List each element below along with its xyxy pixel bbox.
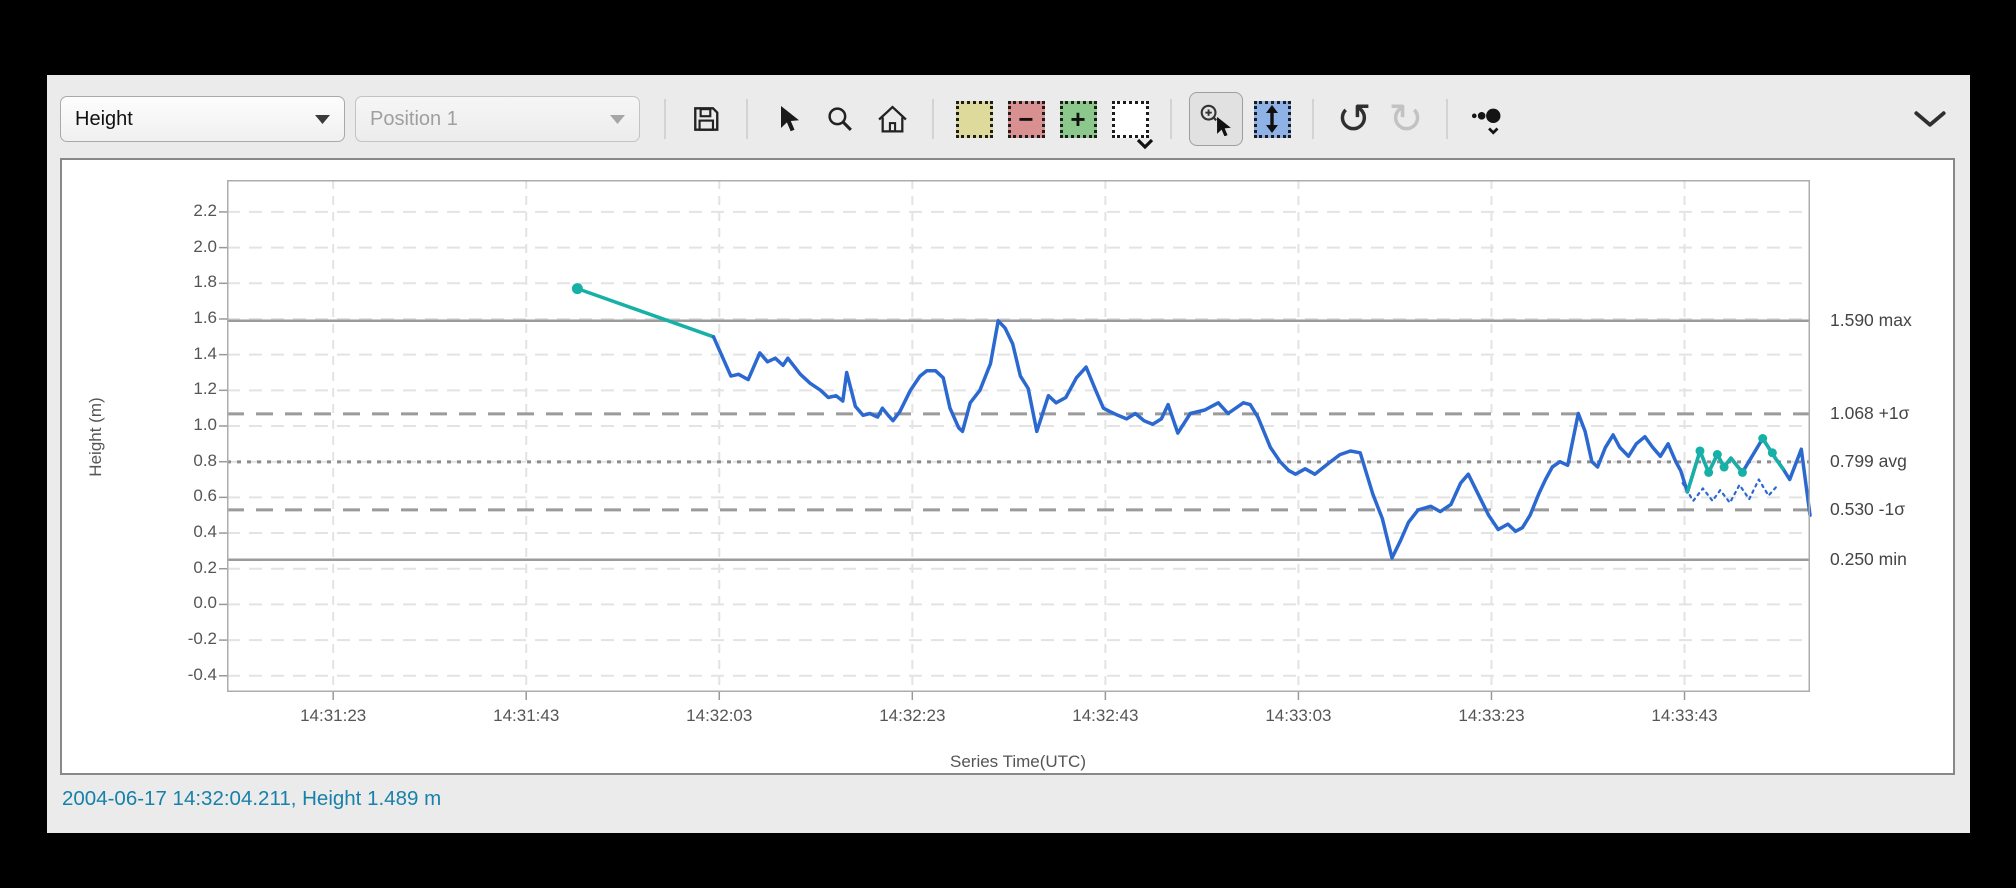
- vertical-arrows-icon: [1266, 105, 1278, 133]
- x-tick-label: 14:31:23: [300, 706, 367, 725]
- chevron-down-icon: [315, 114, 330, 124]
- series-select[interactable]: Height: [60, 96, 345, 142]
- chevron-down-icon: [1136, 138, 1153, 149]
- y-tick-label: 0.2: [193, 557, 217, 577]
- stat-label: 0.799 avg: [1830, 450, 1907, 471]
- plot-area[interactable]: [219, 180, 1812, 700]
- stat-label: 1.068 +1σ: [1830, 402, 1910, 423]
- y-axis-title: Height (m): [86, 397, 105, 477]
- region-add-button[interactable]: +: [1055, 94, 1101, 144]
- toolbar-separator: [1312, 99, 1314, 139]
- red-region-minus-icon: −: [1007, 100, 1045, 138]
- stat-label: 0.530 -1σ: [1830, 498, 1906, 519]
- toolbar-separator: [664, 99, 666, 139]
- region-menu-button[interactable]: [1107, 94, 1153, 149]
- region-dropdown-icon: [1111, 100, 1153, 149]
- home-button[interactable]: [869, 94, 915, 144]
- region-highlight-button[interactable]: [951, 94, 997, 144]
- floppy-disk-icon: [694, 107, 719, 131]
- stat-label: 0.250 min: [1830, 548, 1907, 569]
- toolbar: Height Position 1: [60, 92, 1956, 149]
- point-density-button[interactable]: [1465, 94, 1511, 144]
- redo-button: ↻: [1383, 94, 1429, 144]
- cursor-icon: [781, 106, 799, 132]
- stat-label: 1.590 max: [1830, 309, 1912, 330]
- magnifier-icon: [827, 106, 852, 131]
- collapse-toolbar-button[interactable]: [1907, 94, 1953, 144]
- y-tick-label: -0.4: [187, 664, 217, 684]
- vertical-range-icon: [1253, 100, 1291, 138]
- toolbar-separator: [932, 99, 934, 139]
- y-tick-label: 2.2: [193, 200, 217, 220]
- redo-icon: ↻: [1388, 95, 1424, 142]
- x-tick-label: 14:31:43: [493, 706, 560, 725]
- save-button[interactable]: [683, 94, 729, 144]
- y-tick-label: 1.0: [193, 415, 217, 434]
- y-tick-label: 0.8: [193, 450, 217, 470]
- home-icon: [877, 105, 907, 133]
- toolbar-separator: [746, 99, 748, 139]
- chevron-down-icon: [1914, 110, 1946, 127]
- undo-button[interactable]: ↺: [1331, 94, 1377, 144]
- y-tick-label: 1.8: [193, 272, 217, 292]
- x-tick-label: 14:33:23: [1458, 706, 1525, 725]
- x-tick-label: 14:32:23: [879, 706, 946, 725]
- green-region-plus-icon: +: [1059, 100, 1097, 138]
- y-tick-label: 0.6: [193, 486, 217, 506]
- y-tick-label: 0.0: [193, 593, 217, 613]
- x-tick-label: 14:32:03: [686, 706, 753, 725]
- app-window: Height Position 1: [47, 75, 1970, 833]
- chevron-down-icon: [610, 114, 625, 124]
- yellow-region-icon: [955, 100, 993, 138]
- y-axis-zoom-button[interactable]: [1249, 94, 1295, 144]
- plus-glyph: +: [1070, 104, 1086, 134]
- position-select: Position 1: [355, 96, 640, 142]
- dots-menu-icon: [1471, 108, 1501, 135]
- chart-panel: Height (m) Series Time(UTC) 2.2 2.0 1.8 1.6…: [60, 158, 1955, 775]
- status-bar: 2004-06-17 14:32:04.211, Height 1.489 m: [62, 787, 441, 811]
- zoom-select-button[interactable]: [1189, 92, 1243, 146]
- region-remove-button[interactable]: −: [1003, 94, 1049, 144]
- x-tick-label: 14:33:43: [1651, 706, 1718, 725]
- y-tick-label: -0.2: [187, 629, 217, 649]
- x-axis-title: Series Time(UTC): [949, 752, 1086, 771]
- position-select-value: Position 1: [370, 107, 458, 130]
- y-tick-label: 1.2: [193, 379, 217, 399]
- cursor-readout: 2004-06-17 14:32:04.211, Height 1.489 m: [62, 787, 442, 810]
- x-tick-label: 14:32:43: [1072, 706, 1139, 725]
- undo-icon: ↺: [1336, 95, 1372, 142]
- y-tick-label: 2.0: [193, 236, 217, 256]
- x-tick-label: 14:33:03: [1265, 706, 1332, 725]
- y-tick-label: 1.6: [193, 307, 217, 327]
- minus-glyph: −: [1018, 104, 1034, 134]
- toolbar-separator: [1170, 99, 1172, 139]
- y-tick-label: 1.4: [193, 343, 217, 363]
- y-tick-label: 0.4: [193, 522, 217, 542]
- magnifier-cursor-icon: [1200, 104, 1231, 136]
- zoom-tool-button[interactable]: [817, 94, 863, 144]
- pointer-tool-button[interactable]: [765, 94, 811, 144]
- toolbar-separator: [1446, 99, 1448, 139]
- series-select-value: Height: [75, 107, 133, 130]
